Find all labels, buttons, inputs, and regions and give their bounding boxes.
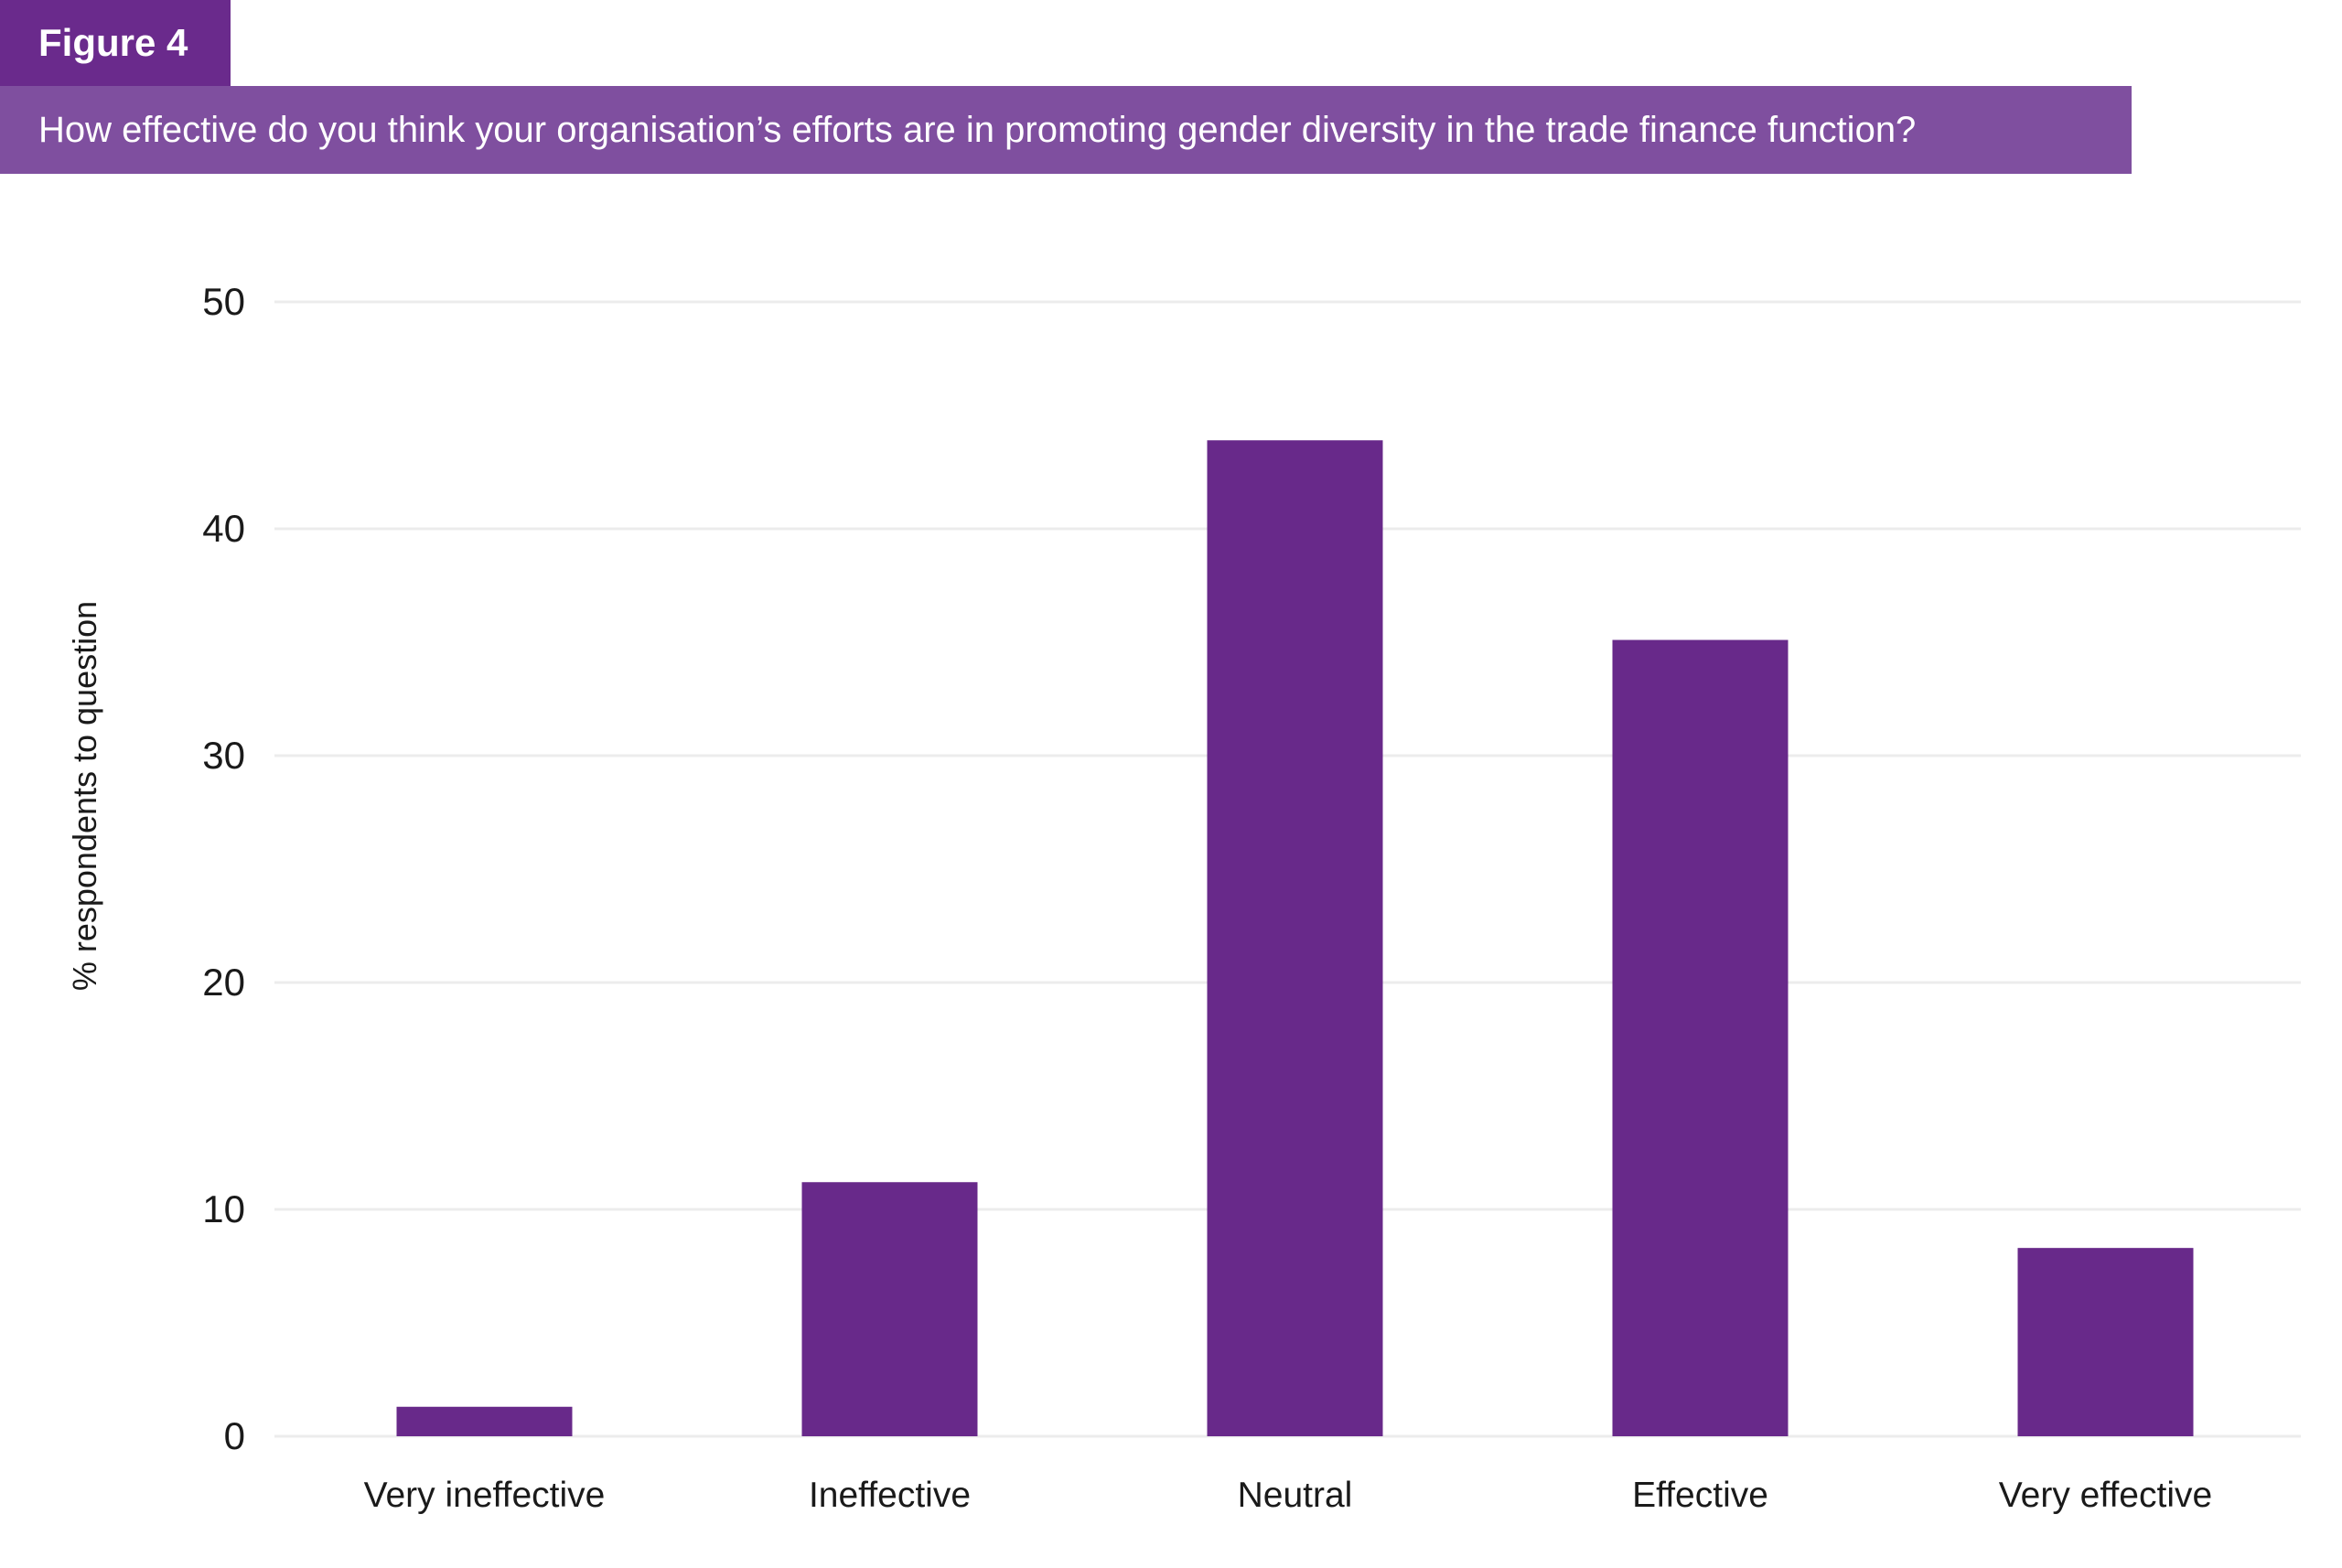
bar-very-effective: [2017, 1248, 2194, 1436]
y-tick-label: 50: [202, 280, 245, 323]
chart-title: How effective do you think your organisa…: [0, 86, 2132, 174]
bars: [396, 440, 2194, 1436]
bar-effective: [1612, 639, 1789, 1436]
bar-neutral: [1207, 440, 1383, 1436]
y-tick-label: 40: [202, 507, 245, 550]
bar-ineffective: [801, 1182, 978, 1436]
y-tick-label: 0: [224, 1414, 245, 1457]
x-axis-ticks: Very ineffective Ineffective Neutral Effect…: [364, 1476, 2213, 1515]
x-tick-label: Effective: [1632, 1476, 1768, 1515]
figure-label: Figure 4: [0, 0, 231, 86]
x-tick-label: Neutral: [1238, 1476, 1353, 1515]
y-tick-label: 10: [202, 1187, 245, 1230]
x-tick-label: Very effective: [1999, 1476, 2212, 1515]
x-tick-label: Ineffective: [809, 1476, 971, 1515]
x-tick-label: Very ineffective: [364, 1476, 606, 1515]
y-axis-label: % respondents to question: [66, 601, 103, 991]
bar-very-ineffective: [396, 1406, 573, 1436]
y-tick-label: 20: [202, 961, 245, 1004]
y-tick-label: 30: [202, 734, 245, 777]
y-axis-ticks: 0 10 20 30 40 50: [202, 280, 245, 1457]
